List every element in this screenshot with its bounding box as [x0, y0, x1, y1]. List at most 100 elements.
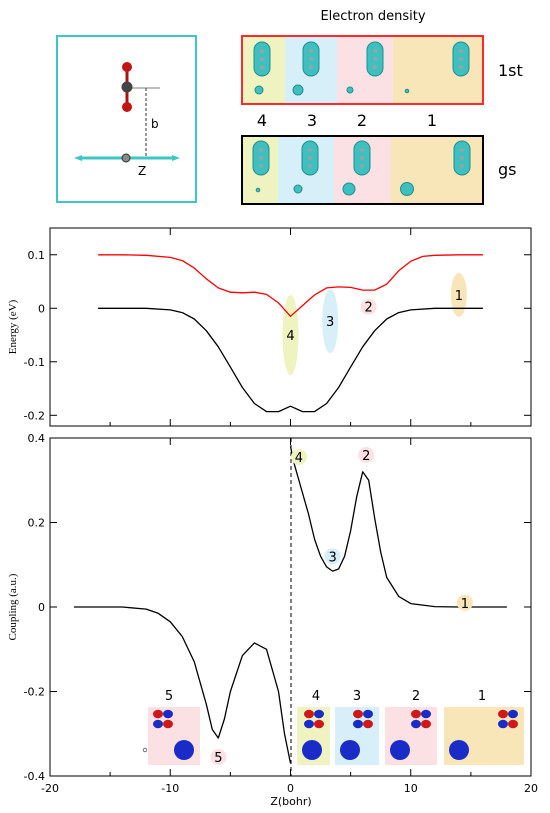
orbital-label: 2	[412, 689, 420, 704]
orbital-sphere	[390, 740, 410, 760]
density-capsule-atom	[458, 56, 464, 62]
density-sphere	[342, 182, 356, 196]
carbon-atom	[121, 81, 133, 93]
coupling-markers: 4 2 3 1 5	[210, 446, 473, 766]
energy-y-tick-label: -0.2	[24, 409, 45, 422]
region-number-2: 2	[357, 111, 367, 130]
coupling-left-line	[74, 606, 292, 764]
density-blobs	[252, 41, 471, 196]
electron-density-title: Electron density	[320, 9, 425, 24]
coupling-y-tick-label: -0.2	[24, 686, 45, 699]
coupling-x-tick-label: 10	[404, 782, 418, 795]
coupling-y-label: Coupling (a.u.)	[7, 573, 19, 640]
density-sphere	[404, 88, 410, 94]
density-capsule-atom	[308, 48, 314, 54]
box2-frame	[241, 135, 484, 205]
box1-frame	[241, 35, 484, 105]
density-sphere	[292, 84, 304, 96]
coupling-marker-label: 1	[461, 597, 469, 612]
density-capsule-atom	[307, 155, 313, 161]
density-capsule-atom	[259, 56, 265, 62]
density-sphere	[293, 184, 303, 194]
coupling-x-label: Z(bohr)	[270, 795, 311, 808]
density-capsule-atom	[258, 163, 264, 169]
orbital-lobe	[498, 719, 508, 729]
orbital-label: 4	[312, 689, 320, 704]
coupling-x-tick-label: 0	[287, 782, 294, 795]
density-capsule-atom	[372, 64, 378, 70]
energy-lines	[98, 254, 483, 413]
coupling-marker-bg	[324, 548, 341, 565]
density-capsule-atom	[372, 56, 378, 62]
z-label: Z	[138, 164, 146, 178]
orbital-sphere	[340, 740, 360, 760]
box1-region1-bg	[393, 37, 483, 104]
energy-markers: 1 2 3 4	[286, 289, 463, 344]
orbital-sphere	[449, 740, 469, 760]
ground-state-line	[98, 307, 483, 413]
density-capsule-atom	[459, 155, 465, 161]
orbital-lobe	[314, 719, 324, 729]
surface-arrow-right	[172, 155, 180, 161]
orbital-sphere	[174, 740, 194, 760]
energy-region-ellipse	[322, 289, 339, 354]
coupling-y-tick-label: 0.2	[28, 517, 46, 530]
region-number-4: 4	[257, 111, 267, 130]
orbital-lobe	[508, 719, 518, 729]
coupling-x-tick-label: -10	[161, 782, 179, 795]
energy-marker-label: 3	[326, 315, 334, 330]
density-capsule-atom	[458, 48, 464, 54]
coupling-y-tick-label: 0	[38, 601, 45, 614]
energy-region-ellipse	[450, 272, 467, 317]
state-label-1st: 1st	[498, 61, 523, 80]
orbital-lobe	[163, 719, 173, 729]
energy-ticks: 0.1 0 -0.1 -0.2	[24, 228, 532, 426]
orbital-lobe	[304, 719, 314, 729]
molecule-inset: b Z	[56, 35, 197, 203]
coupling-marker-label: 3	[328, 550, 336, 565]
density-capsule-atom	[359, 147, 365, 153]
coupling-x-tick-label: 20	[524, 782, 538, 795]
energy-marker-label: 2	[365, 301, 373, 316]
orbital-lobe	[304, 709, 314, 719]
density-sphere	[346, 86, 354, 94]
b-label: b	[151, 117, 159, 131]
orbital-label: 1	[478, 689, 486, 704]
energy-y-tick-label: 0.1	[28, 249, 46, 262]
orbital-label: 3	[353, 689, 361, 704]
density-capsule-atom	[372, 48, 378, 54]
oxygen-top-atom	[122, 62, 132, 72]
coupling-marker-bg	[456, 594, 473, 611]
excited-state-line	[98, 254, 483, 317]
state-label-gs: gs	[498, 160, 517, 179]
energy-region-highlights	[282, 272, 467, 376]
orbital-lobe	[411, 719, 421, 729]
energy-y-tick-label: -0.1	[24, 356, 45, 369]
density-sphere	[254, 85, 264, 95]
density-capsule-atom	[308, 56, 314, 62]
coupling-x-tick-label: -20	[41, 782, 59, 795]
orbital-lobe	[163, 709, 173, 719]
density-capsule-atom	[359, 155, 365, 161]
energy-region-ellipse	[360, 298, 377, 315]
density-capsule-atom	[258, 155, 264, 161]
orbital-lobe	[508, 709, 518, 719]
coupling-marker-bg	[358, 446, 375, 463]
energy-marker-label: 4	[286, 329, 294, 344]
orbital-lobe	[353, 719, 363, 729]
orbital-label: 5	[165, 689, 173, 704]
coupling-right-line	[289, 446, 507, 608]
density-capsule-atom	[307, 163, 313, 169]
oxygen-bottom-atom	[122, 102, 132, 112]
orbital-lobe	[363, 709, 373, 719]
orbital-lobe	[498, 709, 508, 719]
coupling-y-tick-label: -0.4	[24, 770, 45, 783]
density-box-1st	[241, 35, 484, 105]
density-sphere	[255, 187, 261, 193]
coupling-marker-bg	[210, 748, 227, 765]
density-capsule-atom	[259, 64, 265, 70]
density-capsule-atom	[258, 147, 264, 153]
orbital-dot	[142, 747, 148, 753]
orbital-lobe	[421, 709, 431, 719]
density-capsule-atom	[308, 64, 314, 70]
